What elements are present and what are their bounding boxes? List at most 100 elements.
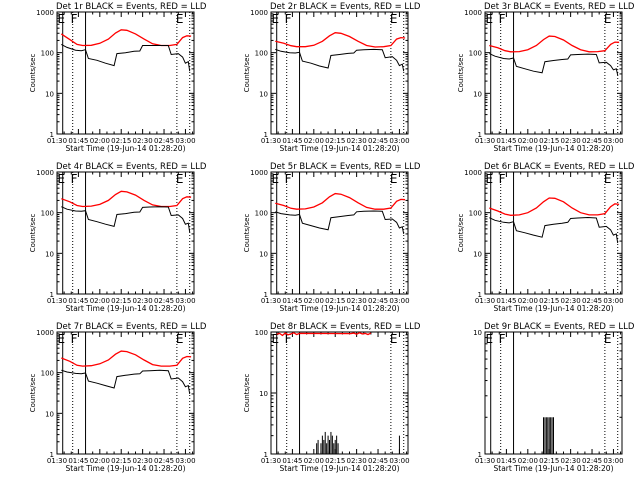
events-series-line bbox=[489, 53, 619, 76]
plot-frame bbox=[56, 11, 195, 135]
plot-frame bbox=[270, 171, 409, 295]
y-tick-label: 10 bbox=[473, 90, 482, 98]
y-tick-label: 10 bbox=[259, 90, 268, 98]
y-tick-label: 10 bbox=[45, 90, 54, 98]
event-marker: E bbox=[176, 12, 184, 26]
y-axis-label: Counts/sec bbox=[457, 54, 465, 93]
x-tick-label: 03:00 bbox=[175, 297, 195, 305]
x-tick-label: 02:15 bbox=[539, 297, 559, 305]
x-tick-label: 01:45 bbox=[496, 457, 516, 465]
x-tick-label: 02:45 bbox=[154, 137, 174, 145]
event-marker: E bbox=[604, 332, 612, 346]
y-tick-label: 100 bbox=[255, 329, 268, 337]
x-tick-label: 02:45 bbox=[582, 297, 602, 305]
x-tick-label: 01:30 bbox=[475, 297, 495, 305]
panel-title: Det 2r BLACK = Events, RED = LLD bbox=[270, 2, 421, 12]
y-tick-label: 1000 bbox=[36, 169, 54, 177]
panel-title: Det 5r BLACK = Events, RED = LLD bbox=[270, 162, 421, 172]
y-axis-label: Counts/sec bbox=[457, 214, 465, 253]
x-tick-label: 03:00 bbox=[175, 137, 195, 145]
events-series-line bbox=[275, 48, 405, 72]
x-tick-label: 02:15 bbox=[539, 137, 559, 145]
x-tick-label: 03:00 bbox=[603, 457, 623, 465]
y-tick-label: 100 bbox=[469, 50, 482, 58]
event-marker: F bbox=[71, 332, 78, 346]
y-tick-label: 10 bbox=[45, 250, 54, 258]
y-tick-label: 1000 bbox=[36, 9, 54, 17]
x-tick-label: 02:45 bbox=[368, 297, 388, 305]
y-tick-label: 100 bbox=[41, 370, 54, 378]
event-marker: F bbox=[499, 172, 506, 186]
x-tick-label: 02:15 bbox=[325, 297, 345, 305]
x-tick-label: 02:45 bbox=[582, 457, 602, 465]
x-tick-label: 02:30 bbox=[133, 137, 153, 145]
x-tick-label: 01:30 bbox=[261, 137, 281, 145]
y-axis-label: Counts/sec bbox=[29, 54, 37, 93]
x-axis-label: Start Time (19-Jun-14 01:28:20) bbox=[66, 464, 186, 473]
event-marker: F bbox=[499, 332, 506, 346]
x-tick-label: 02:15 bbox=[325, 137, 345, 145]
plot-frame bbox=[484, 11, 623, 135]
x-axis-label: Start Time (19-Jun-14 01:28:20) bbox=[280, 144, 400, 153]
x-tick-label: 02:00 bbox=[304, 457, 324, 465]
y-tick-label: 10 bbox=[259, 390, 268, 398]
y-tick-label: 100 bbox=[41, 50, 54, 58]
x-axis-label: Start Time (19-Jun-14 01:28:20) bbox=[494, 304, 614, 313]
plot-frame bbox=[484, 171, 623, 295]
y-axis-label: Counts/sec bbox=[243, 214, 251, 253]
lld-series-line bbox=[489, 197, 620, 216]
y-tick-label: 100 bbox=[41, 210, 54, 218]
event-marker: E bbox=[176, 332, 184, 346]
events-series-line bbox=[61, 43, 191, 72]
x-tick-label: 01:45 bbox=[282, 297, 302, 305]
lld-series-line bbox=[275, 32, 406, 48]
x-tick-label: 03:00 bbox=[603, 137, 623, 145]
event-marker: E bbox=[390, 332, 398, 346]
x-tick-label: 02:00 bbox=[518, 457, 538, 465]
y-tick-label: 1 bbox=[264, 291, 268, 299]
y-tick-label: 1 bbox=[478, 291, 482, 299]
x-tick-label: 01:45 bbox=[68, 297, 88, 305]
x-tick-label: 02:15 bbox=[325, 457, 345, 465]
x-tick-label: 01:30 bbox=[47, 137, 67, 145]
x-tick-label: 02:30 bbox=[347, 297, 367, 305]
x-tick-label: 02:45 bbox=[154, 297, 174, 305]
x-tick-label: 02:30 bbox=[347, 457, 367, 465]
x-tick-label: 02:30 bbox=[561, 297, 581, 305]
y-tick-label: 1 bbox=[478, 131, 482, 139]
y-axis-label: Counts/sec bbox=[243, 54, 251, 93]
x-tick-label: 02:15 bbox=[111, 297, 131, 305]
x-tick-label: 01:30 bbox=[475, 137, 495, 145]
lld-series-line bbox=[60, 29, 192, 47]
plot-frame bbox=[56, 331, 195, 455]
x-axis-label: Start Time (19-Jun-14 01:28:20) bbox=[66, 304, 186, 313]
lld-series-line bbox=[489, 35, 620, 53]
event-marker: E bbox=[271, 12, 279, 26]
x-tick-label: 02:30 bbox=[561, 457, 581, 465]
x-tick-label: 02:00 bbox=[304, 297, 324, 305]
y-tick-label: 100 bbox=[255, 210, 268, 218]
y-tick-label: 100 bbox=[255, 50, 268, 58]
plot-frame bbox=[270, 11, 409, 135]
x-tick-label: 03:00 bbox=[389, 297, 409, 305]
detector-panel: Det 4r BLACK = Events, RED = LLD 1 10 100 10… bbox=[29, 162, 207, 313]
plot-frame bbox=[270, 331, 409, 455]
event-marker: E bbox=[604, 12, 612, 26]
event-marker: E bbox=[271, 332, 279, 346]
lld-series-line bbox=[275, 192, 406, 210]
panel-title: Det 4r BLACK = Events, RED = LLD bbox=[56, 162, 207, 172]
y-tick-label: 1 bbox=[264, 131, 268, 139]
events-series-line bbox=[61, 369, 191, 394]
y-axis-label: Counts/sec bbox=[29, 214, 37, 253]
event-marker: E bbox=[604, 172, 612, 186]
x-tick-label: 03:00 bbox=[175, 457, 195, 465]
y-tick-label: 1 bbox=[50, 131, 54, 139]
event-marker: E bbox=[485, 12, 493, 26]
x-tick-label: 02:45 bbox=[154, 457, 174, 465]
x-tick-label: 01:30 bbox=[475, 457, 495, 465]
x-tick-label: 01:45 bbox=[282, 457, 302, 465]
event-marker: F bbox=[499, 12, 506, 26]
y-tick-label: 10 bbox=[259, 250, 268, 258]
event-marker: E bbox=[271, 172, 279, 186]
